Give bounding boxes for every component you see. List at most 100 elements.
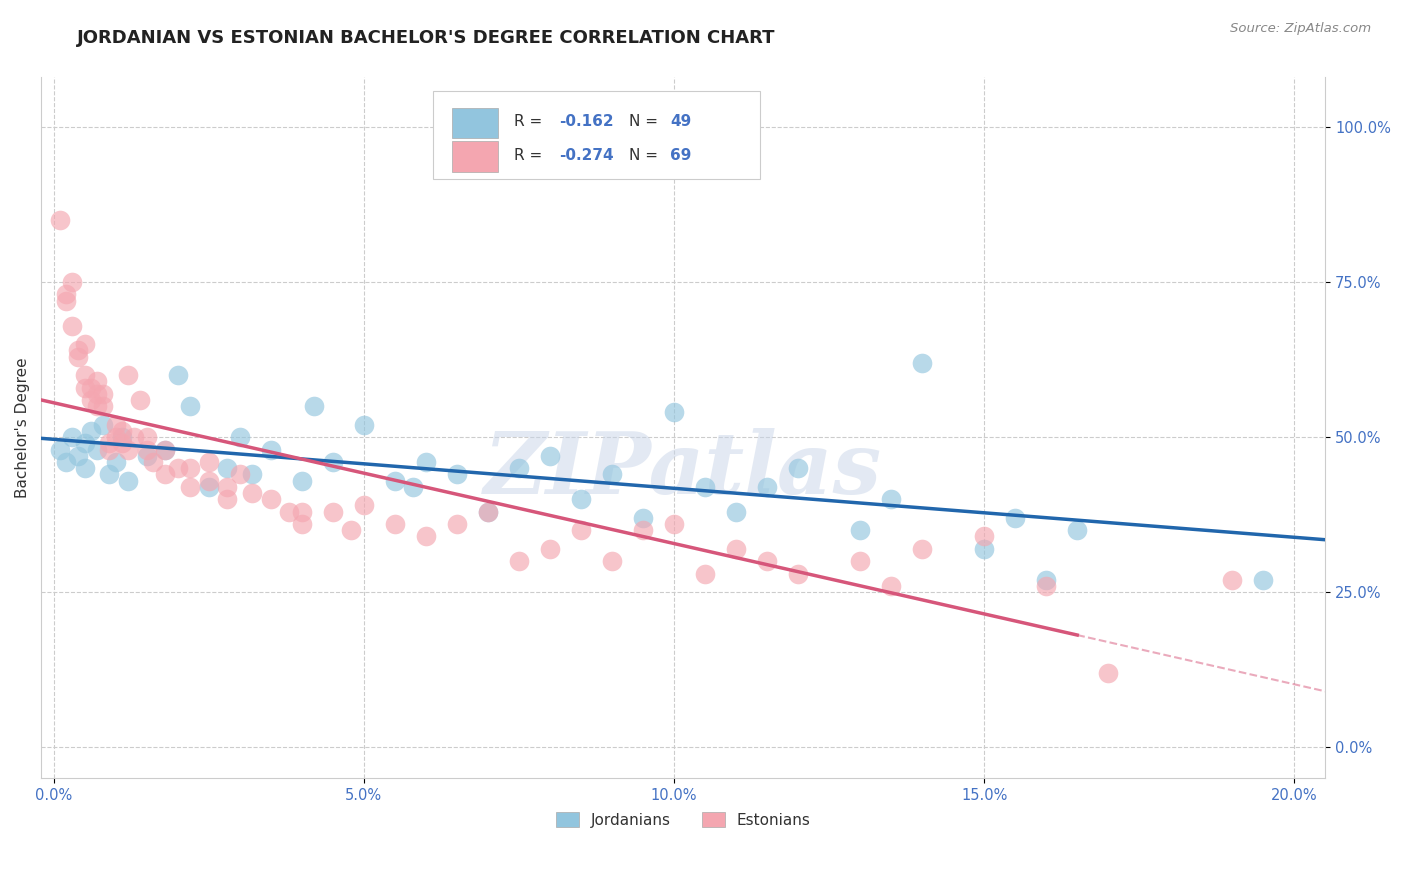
Point xyxy=(1035,573,1057,587)
Point xyxy=(104,417,127,432)
Point xyxy=(104,455,127,469)
Point xyxy=(135,442,157,457)
Point xyxy=(446,516,468,531)
Point xyxy=(538,541,561,556)
Point xyxy=(508,554,530,568)
Point xyxy=(153,467,176,482)
Point xyxy=(73,337,96,351)
Point xyxy=(135,449,157,463)
Point xyxy=(384,516,406,531)
Point xyxy=(291,504,314,518)
Point xyxy=(353,499,375,513)
Point xyxy=(569,492,592,507)
Point xyxy=(80,380,103,394)
Point xyxy=(153,442,176,457)
FancyBboxPatch shape xyxy=(453,108,498,138)
Point xyxy=(60,430,83,444)
Y-axis label: Bachelor's Degree: Bachelor's Degree xyxy=(15,358,30,498)
Point xyxy=(508,461,530,475)
Point xyxy=(340,523,363,537)
Point xyxy=(86,386,108,401)
Point xyxy=(73,461,96,475)
Point xyxy=(91,399,114,413)
Point xyxy=(446,467,468,482)
Point xyxy=(662,516,685,531)
Point xyxy=(80,392,103,407)
Point xyxy=(80,424,103,438)
Legend: Jordanians, Estonians: Jordanians, Estonians xyxy=(550,805,817,834)
Point xyxy=(197,474,219,488)
Point xyxy=(291,516,314,531)
Point xyxy=(73,436,96,450)
Point xyxy=(98,442,121,457)
Text: Source: ZipAtlas.com: Source: ZipAtlas.com xyxy=(1230,22,1371,36)
Point xyxy=(973,529,995,543)
Point xyxy=(849,523,872,537)
Point xyxy=(111,436,134,450)
Point xyxy=(217,480,239,494)
Point xyxy=(117,442,139,457)
Point xyxy=(756,480,779,494)
Point xyxy=(569,523,592,537)
Point xyxy=(322,455,344,469)
Point xyxy=(756,554,779,568)
Point xyxy=(104,430,127,444)
Point xyxy=(662,405,685,419)
Point xyxy=(880,492,903,507)
Point xyxy=(117,474,139,488)
Point xyxy=(724,504,747,518)
Text: R =: R = xyxy=(513,148,547,162)
Point xyxy=(240,467,263,482)
Point xyxy=(197,480,219,494)
Point xyxy=(166,461,188,475)
Point xyxy=(67,343,90,358)
Point xyxy=(55,455,77,469)
Point xyxy=(384,474,406,488)
Point xyxy=(973,541,995,556)
FancyBboxPatch shape xyxy=(433,92,761,179)
Text: ZIPatlas: ZIPatlas xyxy=(484,428,883,512)
Point xyxy=(135,430,157,444)
Point xyxy=(631,510,654,524)
Point xyxy=(911,541,934,556)
Point xyxy=(86,442,108,457)
Point xyxy=(1253,573,1275,587)
Point xyxy=(477,504,499,518)
Point xyxy=(291,474,314,488)
Text: -0.274: -0.274 xyxy=(558,148,613,162)
Point xyxy=(117,368,139,383)
Text: N =: N = xyxy=(630,114,664,129)
Point xyxy=(166,368,188,383)
Point xyxy=(693,480,716,494)
Point xyxy=(228,467,250,482)
Point xyxy=(240,486,263,500)
Point xyxy=(787,461,810,475)
Point xyxy=(600,554,623,568)
Text: N =: N = xyxy=(630,148,664,162)
Point xyxy=(179,480,201,494)
Point xyxy=(122,430,145,444)
Point xyxy=(142,455,165,469)
Point xyxy=(1220,573,1243,587)
Point xyxy=(48,442,70,457)
Point xyxy=(98,467,121,482)
Point xyxy=(60,318,83,333)
Point xyxy=(911,356,934,370)
Point xyxy=(197,455,219,469)
Point xyxy=(787,566,810,581)
Point xyxy=(111,424,134,438)
Point xyxy=(73,368,96,383)
Point xyxy=(55,293,77,308)
Point xyxy=(228,430,250,444)
Point xyxy=(67,350,90,364)
FancyBboxPatch shape xyxy=(453,141,498,172)
Point xyxy=(67,449,90,463)
Point xyxy=(724,541,747,556)
Point xyxy=(353,417,375,432)
Point xyxy=(217,461,239,475)
Point xyxy=(73,380,96,394)
Point xyxy=(1004,510,1026,524)
Text: JORDANIAN VS ESTONIAN BACHELOR'S DEGREE CORRELATION CHART: JORDANIAN VS ESTONIAN BACHELOR'S DEGREE … xyxy=(77,29,776,46)
Point xyxy=(278,504,301,518)
Point xyxy=(631,523,654,537)
